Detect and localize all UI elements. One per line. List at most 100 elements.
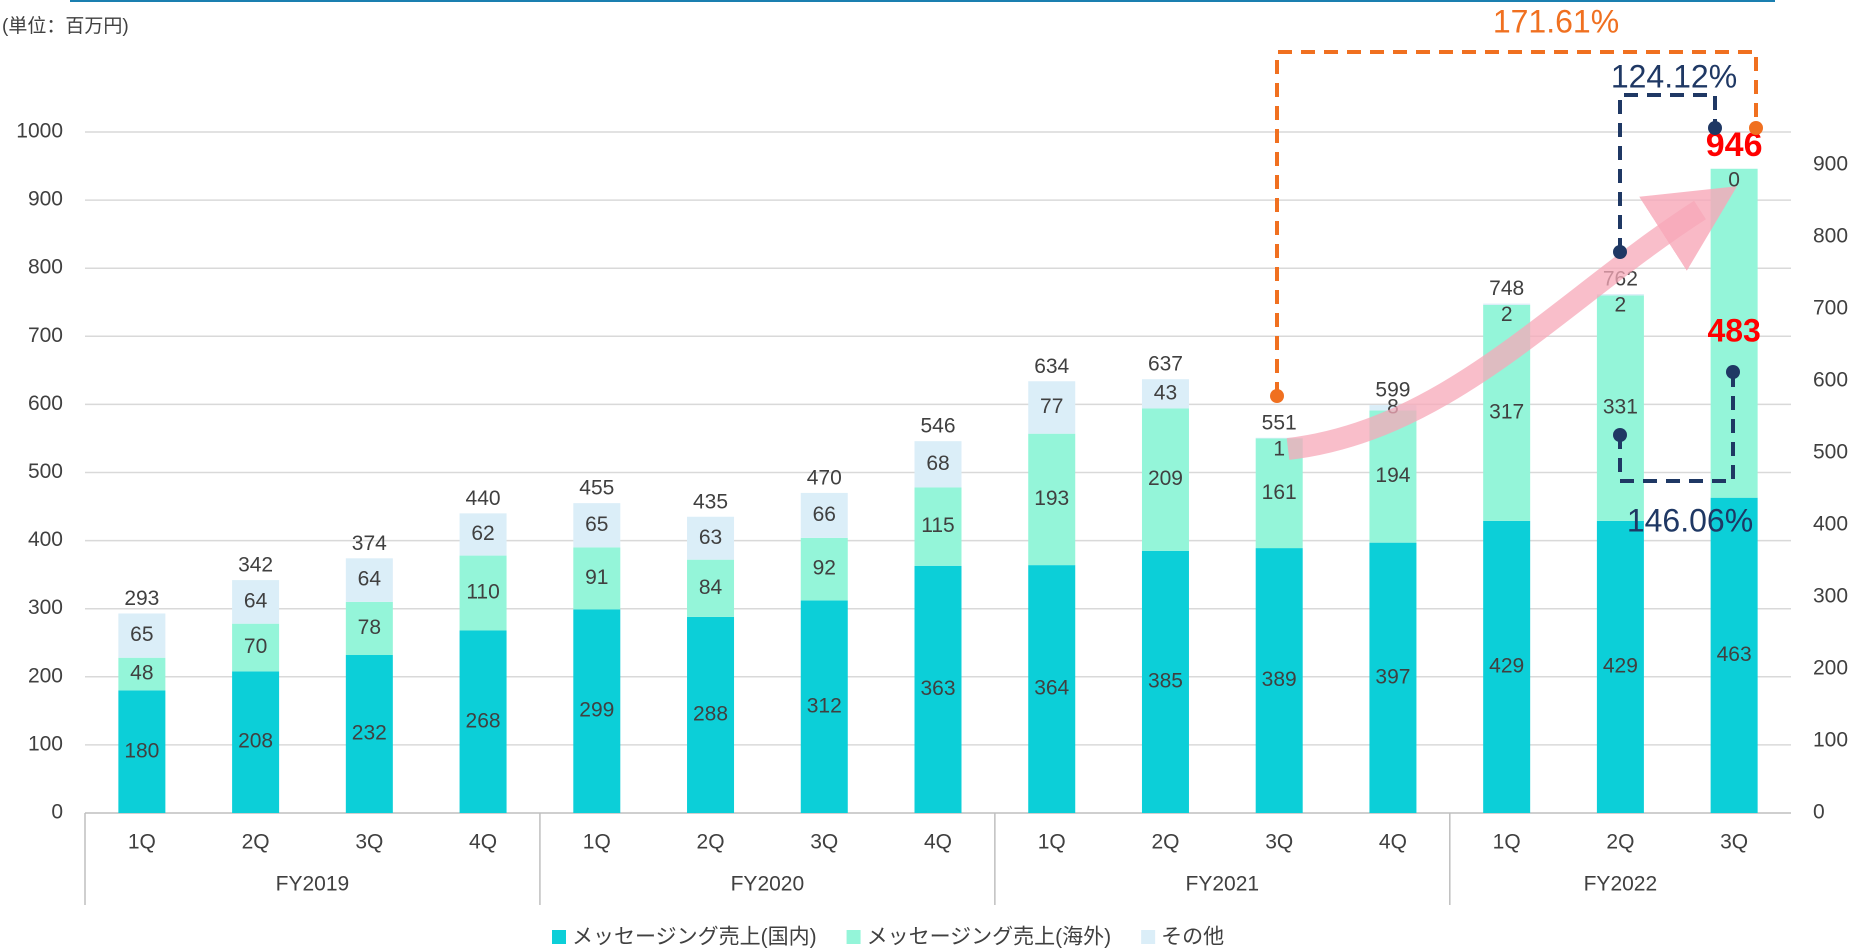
x-tick-label: 3Q (810, 831, 838, 854)
value-label: 317 (1489, 400, 1524, 423)
x-tick-label: 3Q (1720, 831, 1748, 854)
bar-segment (345, 655, 393, 813)
value-label: 331 (1603, 396, 1638, 419)
total-label: 470 (807, 466, 842, 489)
x-tick-label: 1Q (1493, 831, 1521, 854)
value-label: 43 (1154, 381, 1177, 404)
y-tick-label: 900 (28, 188, 63, 211)
bar-segment (459, 513, 507, 556)
value-label: 268 (466, 709, 501, 732)
bar-segment (118, 613, 166, 658)
value-label: 66 (813, 503, 836, 526)
value-label: 62 (471, 522, 494, 545)
annotation: 146.06% (1627, 502, 1753, 538)
bar-segment (800, 600, 848, 813)
value-label: 48 (130, 662, 153, 685)
x-tick-label: 1Q (583, 831, 611, 854)
value-label: 429 (1489, 654, 1524, 677)
bar-segment (1596, 295, 1644, 521)
bar-segment (1255, 548, 1303, 813)
x-tick-label: 3Q (1265, 831, 1293, 854)
bar-segment (800, 537, 848, 601)
value-label: 65 (585, 513, 608, 536)
value-label: 1 (1273, 437, 1285, 460)
y-tick-label: 700 (28, 324, 63, 347)
group-label: FY2022 (1584, 873, 1658, 896)
value-label: 193 (1034, 487, 1069, 510)
bar-segment (1028, 565, 1076, 813)
y-tick-label: 800 (28, 256, 63, 279)
bar-segment (1141, 408, 1189, 551)
value-label: 385 (1148, 669, 1183, 692)
value-label: 312 (807, 694, 842, 717)
value-label: 64 (244, 589, 268, 612)
y2-tick-label: 800 (1813, 225, 1848, 248)
bracket-orange (1275, 50, 1758, 396)
value-label: 363 (920, 677, 955, 700)
growth-arrow (1286, 186, 1738, 460)
value-label: 68 (926, 452, 949, 475)
bar-segment (345, 601, 393, 656)
total-label: 748 (1489, 277, 1524, 300)
value-label: 161 (1262, 481, 1297, 504)
total-label: 637 (1148, 353, 1183, 376)
annotation: 124.12% (1611, 58, 1737, 94)
x-tick-label: 2Q (697, 831, 725, 854)
dot (1708, 121, 1722, 135)
legend-label: メッセージング売上(国内) (572, 926, 817, 949)
bar-segment (1255, 437, 1303, 439)
total-label: 546 (920, 415, 955, 438)
x-tick-label: 1Q (128, 831, 156, 854)
dot (1749, 121, 1763, 135)
legend-swatch (552, 930, 566, 944)
value-label: 180 (124, 739, 159, 762)
y-tick-label: 0 (51, 801, 63, 824)
bar-segment (1028, 433, 1076, 566)
value-label: 0 (1728, 168, 1740, 191)
bar-segment (687, 516, 735, 560)
y2-tick-label: 900 (1813, 153, 1848, 176)
bar-segment (1596, 520, 1644, 813)
legend-label: メッセージング売上(海外) (867, 926, 1112, 949)
bar-segment (118, 657, 166, 691)
bracket-navy-bottom (1618, 372, 1735, 483)
value-label: 397 (1375, 665, 1410, 688)
x-tick-label: 2Q (1151, 831, 1179, 854)
legend-swatch (846, 930, 861, 944)
unit-note: (単位：百万円) (2, 15, 129, 37)
value-label: 2 (1615, 294, 1627, 317)
y2-tick-label: 300 (1813, 585, 1848, 608)
value-label: 364 (1034, 677, 1069, 700)
total-label: 293 (124, 587, 159, 610)
y2-tick-label: 400 (1813, 513, 1848, 536)
bar-segment (573, 609, 621, 813)
value-label: 77 (1040, 395, 1063, 418)
annotations: 171.61% 124.12% 146.06% (1270, 3, 1763, 538)
bar-segment (1141, 379, 1189, 409)
total-label: 634 (1034, 355, 1069, 378)
y-tick-label: 1000 (16, 120, 63, 143)
total-label: 551 (1262, 411, 1297, 434)
legend-swatch (1141, 930, 1156, 944)
bar-segment (118, 690, 166, 813)
bar-segment (459, 630, 507, 813)
bar-segment (1369, 542, 1417, 813)
y2-tick-label: 100 (1813, 729, 1848, 752)
bar-segment (914, 565, 962, 813)
value-label: 389 (1262, 668, 1297, 691)
annotation: 171.61% (1493, 3, 1619, 39)
x-tick-label: 3Q (355, 831, 383, 854)
bar-segment (573, 547, 621, 610)
value-label: 92 (813, 557, 836, 580)
dot (1726, 365, 1740, 379)
value-label: 209 (1148, 467, 1183, 490)
y2-tick-label: 600 (1813, 369, 1848, 392)
value-label: 194 (1375, 464, 1410, 487)
value-label: 2 (1501, 303, 1513, 326)
y-tick-label: 600 (28, 392, 63, 415)
bar-segment (232, 580, 280, 624)
x-tick-label: 1Q (1038, 831, 1066, 854)
value-label: 463 (1717, 643, 1752, 666)
bar-segment (459, 555, 507, 631)
